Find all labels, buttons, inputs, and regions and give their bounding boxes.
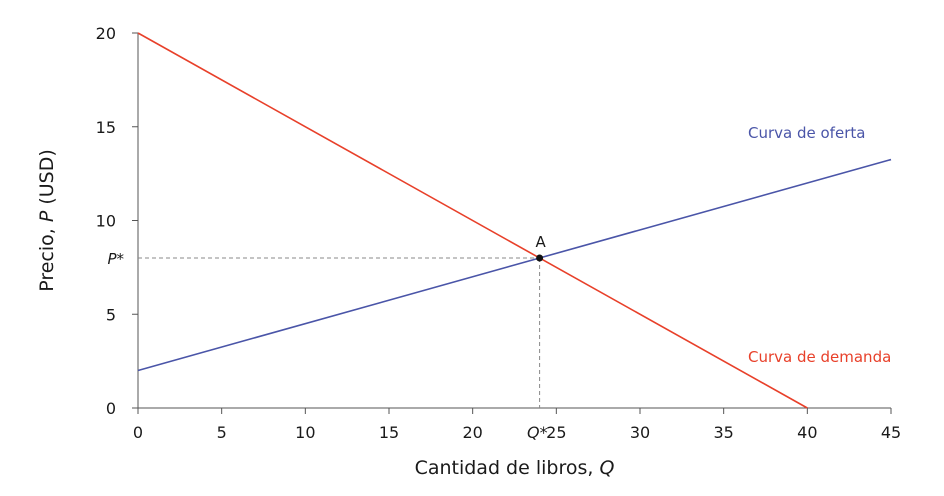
x-tick-label: 5 (217, 423, 227, 442)
x-tick-label: 25 (546, 423, 566, 442)
y-axis-title: Precio, P (USD) (36, 149, 58, 292)
x-tick-label: 35 (713, 423, 733, 442)
x-tick-label: 45 (881, 423, 901, 442)
x-tick-label: 40 (797, 423, 817, 442)
supply-curve-label: Curva de oferta (748, 124, 865, 142)
q-star-label: Q* (527, 423, 548, 442)
y-tick-label: 0 (106, 399, 116, 418)
equilibrium-point (536, 254, 544, 262)
y-tick-label: 20 (96, 24, 116, 43)
p-star-label: P* (107, 250, 124, 268)
y-tick-label: 10 (96, 212, 116, 231)
x-tick-label: 15 (379, 423, 399, 442)
y-tick-label: 15 (96, 118, 116, 137)
x-tick-label: 30 (630, 423, 650, 442)
demand-curve-label: Curva de demanda (748, 348, 891, 366)
demand-curve-line (137, 32, 808, 409)
x-tick-label: 20 (462, 423, 482, 442)
equilibrium-point-label: A (535, 233, 546, 251)
x-axis-title: Cantidad de libros, Q (415, 457, 615, 479)
y-tick-labels: 0 5 10 15 20 (96, 24, 138, 418)
x-tick-labels: 0 5 10 15 20 25 30 35 40 45 (133, 408, 901, 442)
supply-curve-line (137, 158, 892, 372)
x-tick-label: 0 (133, 423, 143, 442)
x-tick-label: 10 (295, 423, 315, 442)
y-tick-label: 5 (106, 305, 116, 324)
